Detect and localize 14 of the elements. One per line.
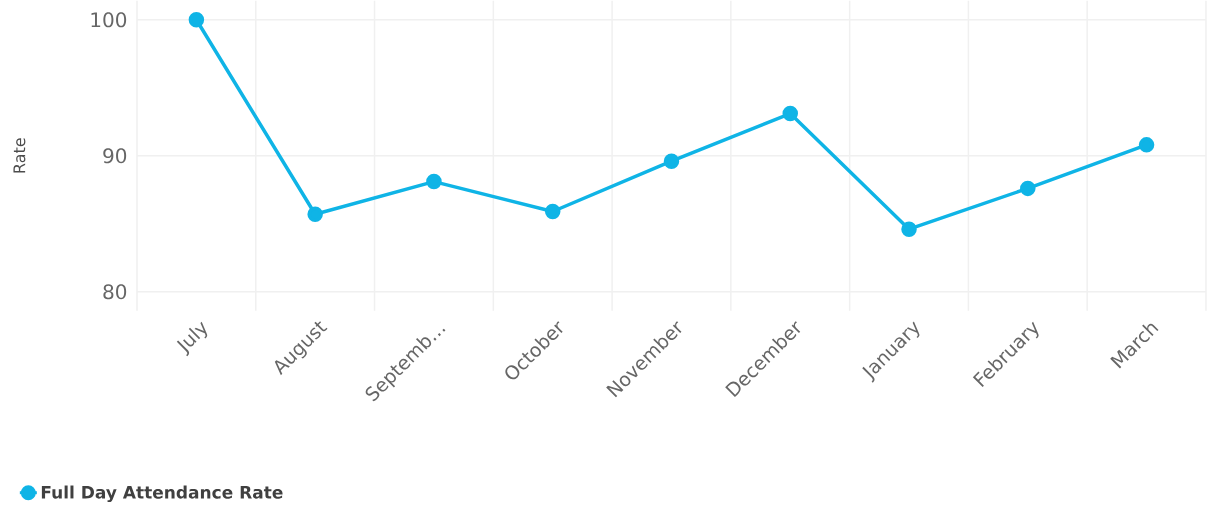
point xyxy=(188,12,205,28)
point xyxy=(782,105,798,122)
y-tick-label: 80 xyxy=(103,284,127,300)
y-tick-label: 100 xyxy=(91,12,127,28)
y-tick-label: 90 xyxy=(103,148,127,164)
point xyxy=(901,221,917,238)
legend-label: Full Day Attendance Rate xyxy=(41,485,283,503)
y-axis-title: Rate xyxy=(13,138,26,173)
point xyxy=(426,173,442,190)
point xyxy=(307,206,323,223)
point xyxy=(663,153,680,170)
point xyxy=(544,203,561,220)
point xyxy=(1020,180,1036,197)
point xyxy=(1138,137,1155,153)
